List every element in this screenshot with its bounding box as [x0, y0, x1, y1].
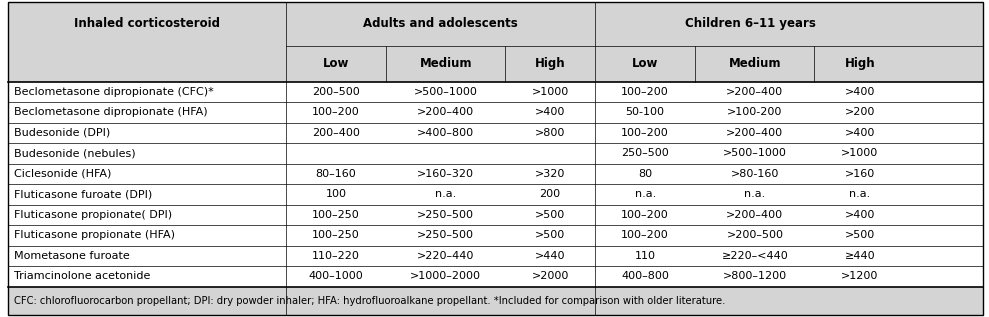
Text: >220–440: >220–440 [417, 251, 475, 261]
Text: >100-200: >100-200 [727, 107, 782, 117]
Text: >1200: >1200 [841, 271, 878, 281]
Text: >440: >440 [535, 251, 566, 261]
Text: >200–400: >200–400 [726, 87, 783, 97]
Text: >80-160: >80-160 [731, 169, 779, 179]
Text: n.a.: n.a. [745, 189, 765, 199]
Text: Adults and adolescents: Adults and adolescents [363, 17, 518, 30]
Text: 100–200: 100–200 [313, 107, 360, 117]
Text: >500: >500 [535, 210, 566, 220]
Text: 110: 110 [635, 251, 656, 261]
Text: 50-100: 50-100 [626, 107, 665, 117]
Text: ≥440: ≥440 [845, 251, 875, 261]
Text: 110–220: 110–220 [313, 251, 360, 261]
Text: >320: >320 [535, 169, 566, 179]
Text: CFC: chlorofluorocarbon propellant; DPI: dry powder inhaler; HFA: hydrofluoroalk: CFC: chlorofluorocarbon propellant; DPI:… [14, 296, 725, 306]
Text: >500: >500 [845, 230, 875, 240]
Text: >250–500: >250–500 [417, 230, 475, 240]
Text: 80: 80 [638, 169, 652, 179]
Text: Mometasone furoate: Mometasone furoate [14, 251, 130, 261]
Text: Fluticasone furoate (DPI): Fluticasone furoate (DPI) [14, 189, 152, 199]
Text: 80–160: 80–160 [315, 169, 356, 179]
Text: Medium: Medium [419, 57, 472, 70]
Text: 100: 100 [325, 189, 346, 199]
Text: 100–250: 100–250 [313, 210, 360, 220]
Text: Beclometasone dipropionate (CFC)*: Beclometasone dipropionate (CFC)* [14, 87, 214, 97]
Text: n.a.: n.a. [635, 189, 656, 199]
Text: >200–500: >200–500 [726, 230, 783, 240]
Text: >2000: >2000 [531, 271, 569, 281]
Text: 100–200: 100–200 [621, 87, 669, 97]
Text: >200–400: >200–400 [726, 128, 783, 138]
Text: 400–1000: 400–1000 [309, 271, 363, 281]
Text: Fluticasone propionate( DPI): Fluticasone propionate( DPI) [14, 210, 172, 220]
Text: >1000: >1000 [531, 87, 569, 97]
Text: 100–200: 100–200 [621, 210, 669, 220]
Text: >400: >400 [845, 210, 875, 220]
Text: 100–200: 100–200 [621, 230, 669, 240]
Text: High: High [535, 57, 566, 70]
Text: 200–500: 200–500 [313, 87, 360, 97]
Text: >500: >500 [535, 230, 566, 240]
Bar [8, 287, 983, 315]
Bar [8, 46, 983, 81]
Text: >1000: >1000 [841, 148, 878, 158]
Text: >400: >400 [845, 87, 875, 97]
Text: >160: >160 [845, 169, 875, 179]
Text: >500–1000: >500–1000 [723, 148, 787, 158]
Text: >800–1200: >800–1200 [723, 271, 787, 281]
Text: ≥220–<440: ≥220–<440 [722, 251, 788, 261]
Bar [8, 2, 983, 46]
Text: Budesonide (DPI): Budesonide (DPI) [14, 128, 110, 138]
Text: Fluticasone propionate (HFA): Fluticasone propionate (HFA) [14, 230, 175, 240]
Text: >400: >400 [535, 107, 566, 117]
Text: Medium: Medium [729, 57, 781, 70]
Text: Ciclesonide (HFA): Ciclesonide (HFA) [14, 169, 111, 179]
Text: >250–500: >250–500 [417, 210, 475, 220]
Text: 200–400: 200–400 [313, 128, 360, 138]
Text: Triamcinolone acetonide: Triamcinolone acetonide [14, 271, 150, 281]
Text: Inhaled corticosteroid: Inhaled corticosteroid [74, 17, 220, 30]
Text: Children 6–11 years: Children 6–11 years [684, 17, 816, 30]
Text: >400–800: >400–800 [417, 128, 475, 138]
Text: >400: >400 [845, 128, 875, 138]
Text: 400–800: 400–800 [621, 271, 670, 281]
Text: >800: >800 [535, 128, 566, 138]
Text: 200: 200 [540, 189, 561, 199]
Text: >200–400: >200–400 [726, 210, 783, 220]
Text: Beclometasone dipropionate (HFA): Beclometasone dipropionate (HFA) [14, 107, 208, 117]
Text: >200: >200 [845, 107, 875, 117]
Text: >1000–2000: >1000–2000 [410, 271, 482, 281]
Text: High: High [845, 57, 875, 70]
Text: 250–500: 250–500 [621, 148, 669, 158]
Text: 100–250: 100–250 [313, 230, 360, 240]
Text: >200–400: >200–400 [417, 107, 475, 117]
Text: n.a.: n.a. [435, 189, 456, 199]
Text: Low: Low [322, 57, 349, 70]
Text: Low: Low [632, 57, 659, 70]
Text: n.a.: n.a. [850, 189, 870, 199]
Text: >160–320: >160–320 [417, 169, 475, 179]
Text: Budesonide (nebules): Budesonide (nebules) [14, 148, 135, 158]
Text: >500–1000: >500–1000 [413, 87, 478, 97]
Text: 100–200: 100–200 [621, 128, 669, 138]
